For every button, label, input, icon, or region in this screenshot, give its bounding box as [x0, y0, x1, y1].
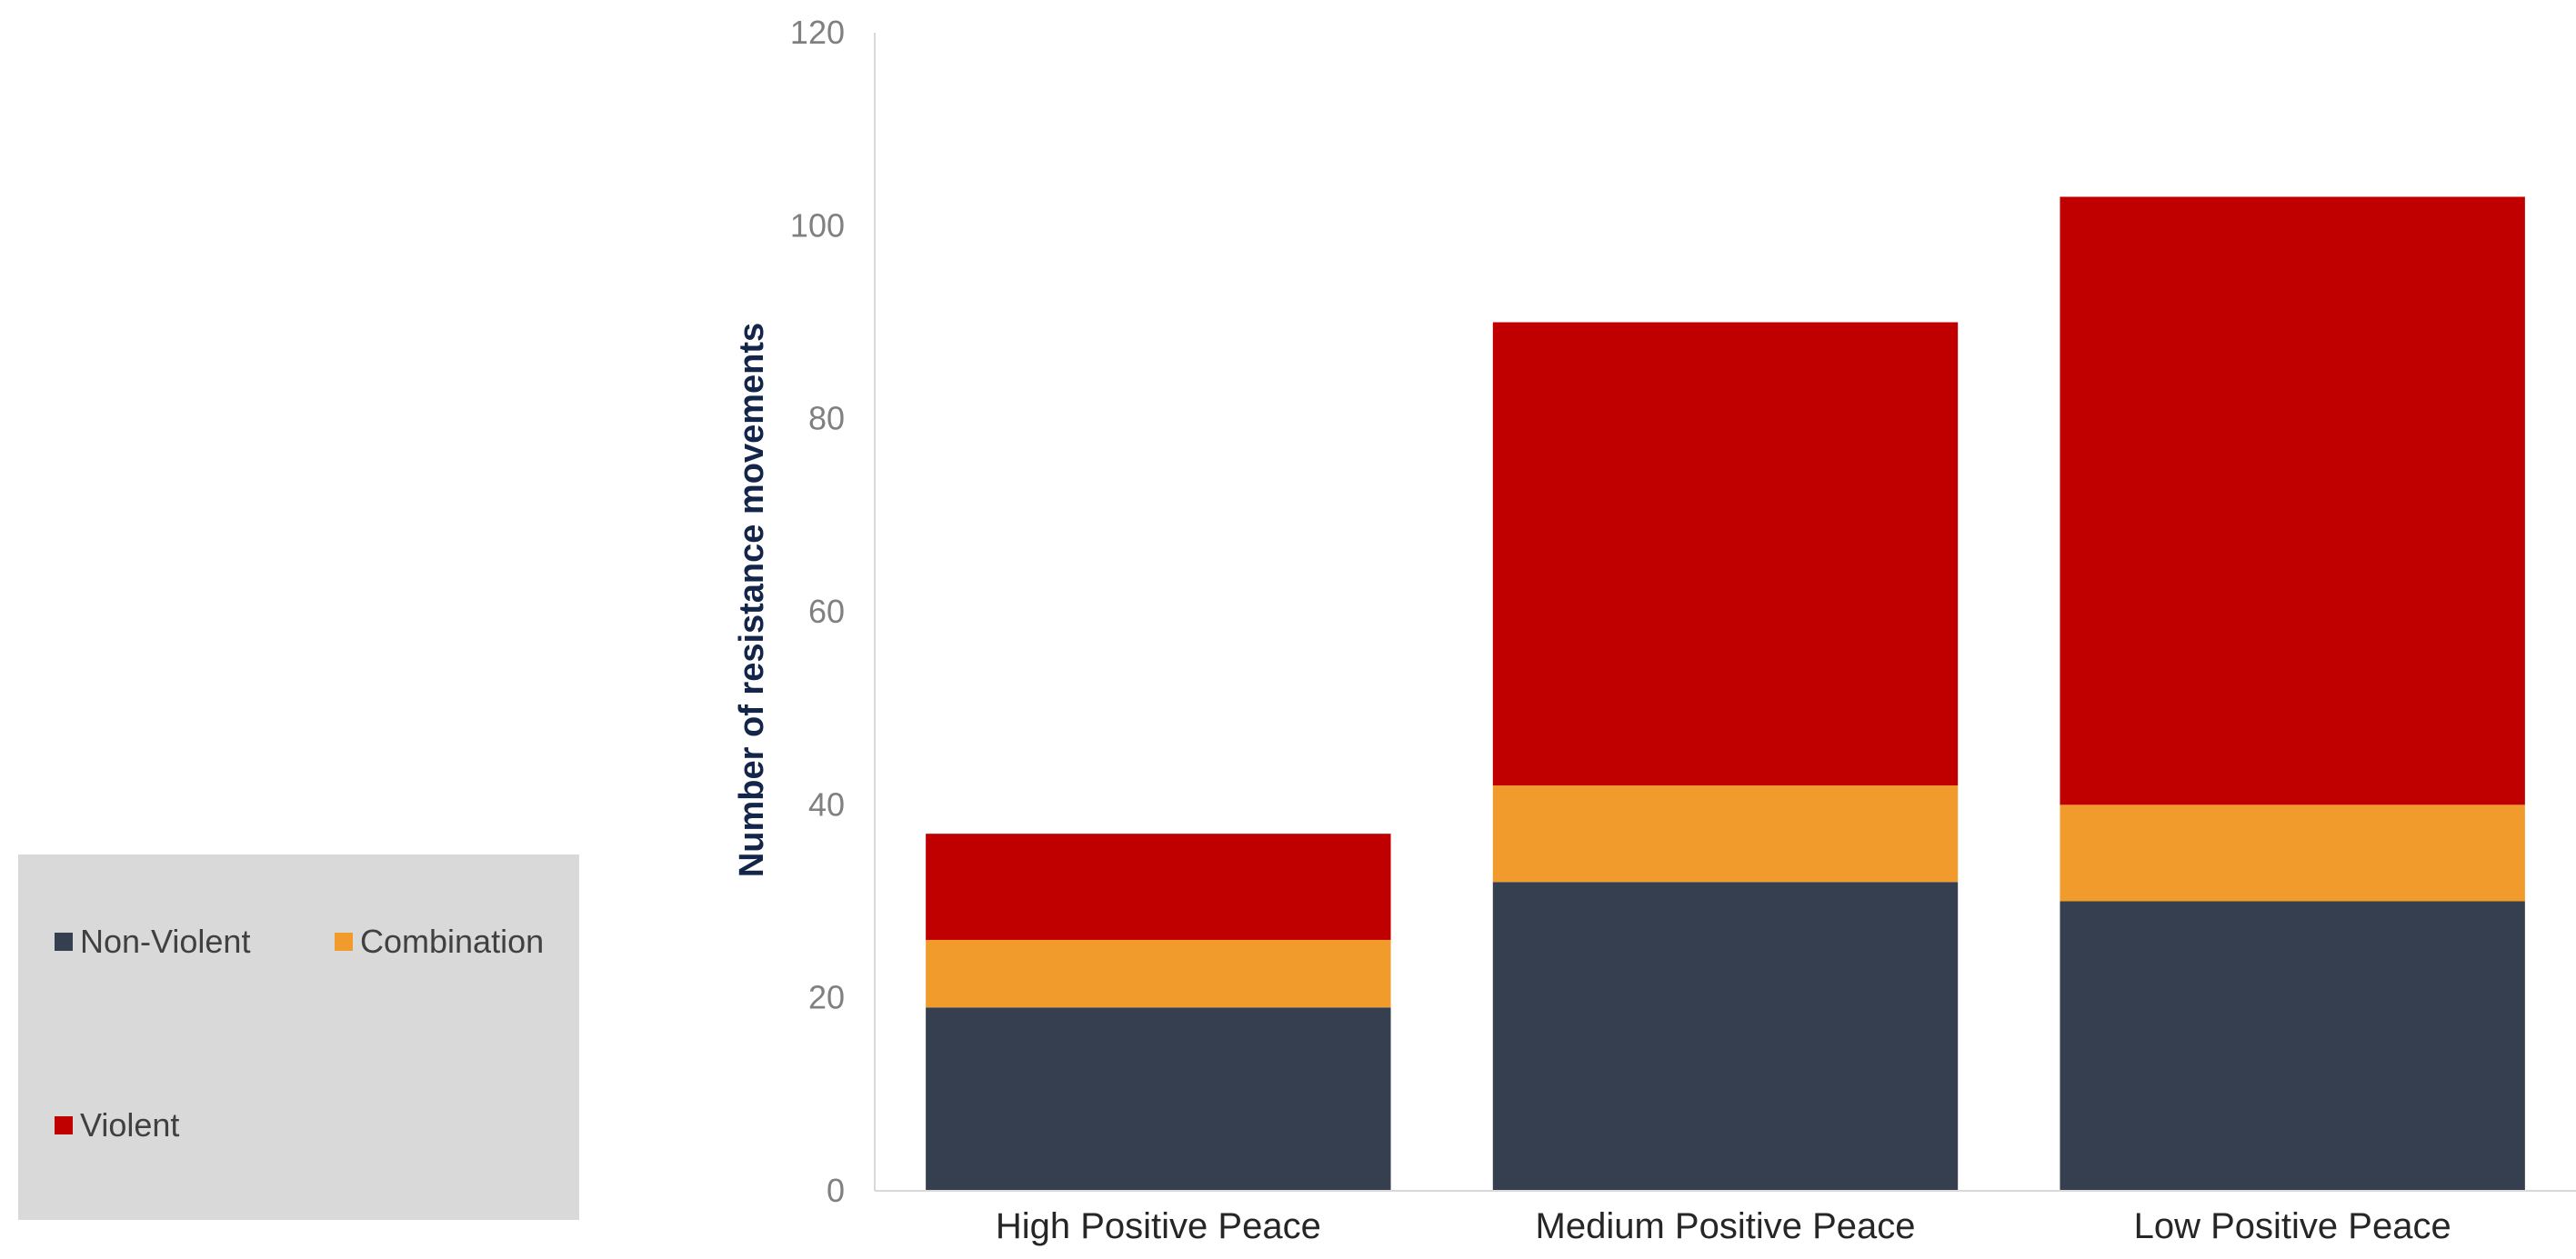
- bar-violent-3: [2060, 196, 2525, 805]
- y-axis-title: Number of resistance movements: [733, 323, 771, 877]
- y-tick-label: 20: [808, 979, 845, 1016]
- legend-swatch-non-violent: [55, 933, 73, 951]
- legend-swatch-violent: [55, 1116, 73, 1134]
- x-category-label: High Positive Peace: [996, 1206, 1321, 1246]
- x-category-labels: High Positive Peace Medium Positive Peace…: [996, 1206, 2451, 1246]
- bar-combination-2: [1492, 785, 1959, 883]
- x-category-label: Low Positive Peace: [2134, 1206, 2451, 1246]
- legend-label-violent: Violent: [80, 1106, 180, 1144]
- legend-label-non-violent: Non-Violent: [80, 923, 251, 960]
- y-tick-label: 120: [790, 14, 845, 51]
- bar-combination-3: [2060, 804, 2525, 902]
- legend-item-violent: Violent: [55, 1106, 179, 1144]
- y-tick-labels: 0 20 40 60 80 100 120: [790, 14, 845, 1209]
- plot-area: [926, 196, 2525, 1191]
- bar-violent-1: [926, 834, 1391, 940]
- legend: Non-Violent Combination Violent: [18, 854, 579, 1220]
- y-tick-label: 60: [808, 593, 845, 630]
- legend-label-combination: Combination: [360, 923, 545, 960]
- bar-combination-1: [926, 939, 1391, 1008]
- legend-swatch-combination: [335, 933, 353, 951]
- legend-item-non-violent: Non-Violent: [55, 923, 250, 961]
- bar-non-violent-1: [926, 1007, 1391, 1191]
- y-tick-label: 80: [808, 400, 845, 437]
- x-category-label: Medium Positive Peace: [1536, 1206, 1916, 1246]
- bar-non-violent-3: [2060, 901, 2525, 1191]
- y-tick-label: 0: [827, 1172, 845, 1209]
- legend-item-combination: Combination: [335, 923, 544, 961]
- bar-violent-2: [1492, 322, 1959, 786]
- y-tick-label: 100: [790, 206, 845, 244]
- bar-non-violent-2: [1492, 882, 1959, 1191]
- y-tick-label: 40: [808, 785, 845, 823]
